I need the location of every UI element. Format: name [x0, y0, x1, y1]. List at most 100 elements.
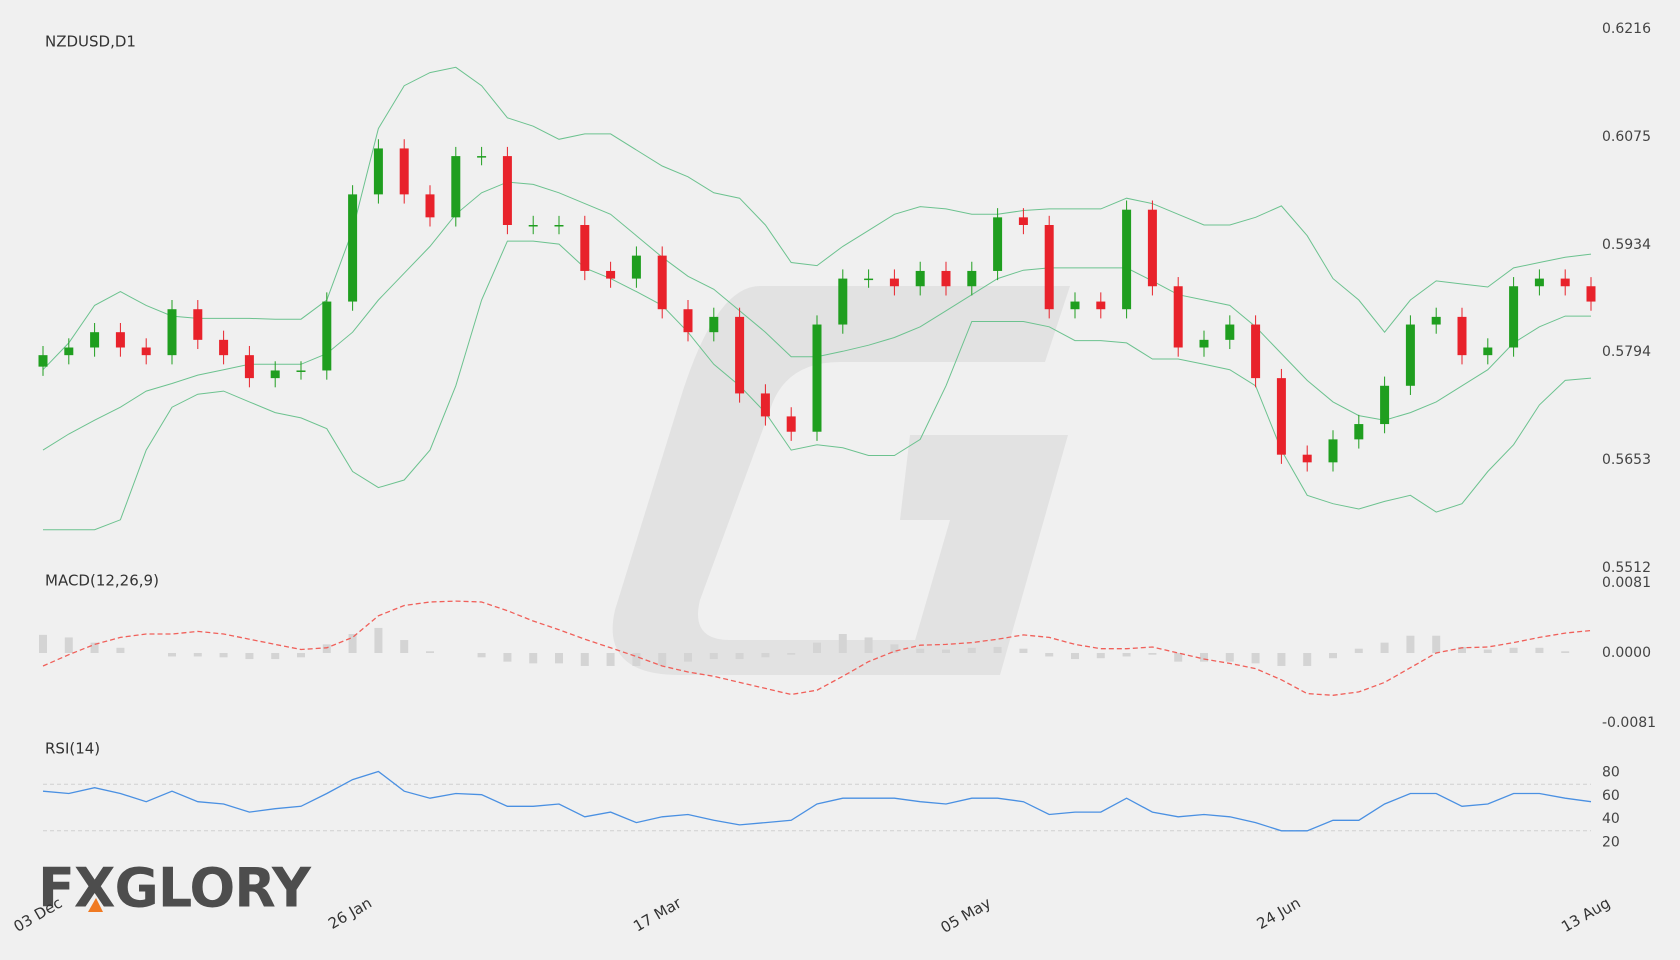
macd-histogram-bar — [1071, 653, 1079, 660]
candle-body — [1147, 209, 1157, 287]
y-tick-label: 0.5794 — [1602, 344, 1651, 360]
macd-signal-line — [42, 600, 1592, 696]
candle-body — [1225, 324, 1235, 340]
candle-body — [709, 316, 719, 333]
candle-body — [1199, 339, 1209, 348]
macd-histogram-bar — [1406, 635, 1415, 653]
macd-histogram-bar — [1045, 653, 1054, 657]
candle-body — [683, 309, 693, 333]
macd-histogram-bar — [1303, 653, 1312, 666]
candle-body — [1044, 225, 1054, 310]
candle-body — [399, 148, 409, 195]
y-tick-label: 40 — [1602, 811, 1620, 827]
macd-histogram-bar — [1329, 653, 1337, 659]
macd-title: MACD(12,26,9) — [45, 572, 159, 590]
macd-histogram-bar — [1277, 653, 1286, 666]
logo-accent — [88, 898, 103, 912]
candle-body — [193, 309, 203, 340]
y-tick-label: 0.5934 — [1602, 237, 1651, 253]
macd-histogram-bar — [606, 653, 615, 666]
macd-histogram-bar — [1096, 653, 1105, 659]
macd-histogram-bar — [400, 640, 409, 653]
macd-histogram-bar — [477, 653, 486, 658]
candle-body — [760, 393, 770, 417]
macd-histogram-bar — [709, 653, 718, 660]
y-tick-label: 0.6216 — [1602, 21, 1651, 37]
candle-body — [1354, 424, 1364, 440]
watermark-shape — [900, 435, 1068, 675]
macd-histogram-bar — [942, 649, 950, 653]
candle-body — [838, 278, 848, 325]
y-tick-label: 60 — [1602, 788, 1620, 804]
candle-body — [786, 416, 796, 432]
price-title: NZDUSD,D1 — [45, 33, 136, 51]
macd-histogram-bar — [64, 637, 73, 653]
candle-body — [967, 270, 977, 287]
candle-body — [735, 316, 745, 394]
macd-histogram-bar — [116, 647, 125, 653]
y-tick-label: 0.0000 — [1602, 645, 1651, 661]
candle-body — [451, 156, 461, 218]
candle-body — [425, 194, 435, 218]
candle-body — [1560, 278, 1570, 287]
macd-histogram-bar — [1200, 653, 1208, 662]
candle-body — [502, 156, 512, 225]
candle-body — [580, 225, 590, 271]
macd-histogram-bar — [1380, 642, 1389, 653]
macd-histogram-bar — [890, 644, 899, 653]
candle-body — [373, 148, 383, 195]
bollinger-band — [42, 66, 1592, 371]
macd-histogram-bar — [219, 653, 228, 658]
macd-histogram-bar — [39, 634, 47, 653]
y-tick-label: 0.0081 — [1602, 575, 1651, 591]
watermark-shape — [612, 286, 1070, 675]
macd-histogram-bar — [168, 653, 176, 657]
macd-histogram-bar — [1225, 653, 1234, 662]
logo: FXGLORY — [38, 857, 312, 920]
candle-body — [1018, 217, 1028, 225]
macd-histogram-bar — [1432, 635, 1441, 653]
macd-histogram-bar — [245, 653, 254, 660]
macd-histogram-bar — [813, 642, 821, 653]
y-tick-label: 80 — [1602, 765, 1620, 781]
macd-histogram-bar — [322, 644, 331, 653]
macd-histogram-bar — [503, 653, 512, 662]
macd-histogram-bar — [426, 651, 434, 653]
macd-histogram-bar — [193, 653, 202, 657]
candle-body — [1380, 385, 1390, 425]
candle-body — [915, 270, 925, 287]
candle-body — [1302, 454, 1312, 463]
y-tick-label: 0.5653 — [1602, 452, 1651, 468]
macd-histogram-bar — [1148, 653, 1157, 655]
rsi-title: RSI(14) — [45, 740, 100, 758]
macd-histogram-bar — [1251, 653, 1260, 664]
macd-histogram-bar — [297, 653, 305, 658]
macd-histogram-bar — [374, 627, 383, 653]
y-tick-label: -0.0081 — [1602, 715, 1656, 731]
candle-body — [322, 301, 332, 371]
candle-body — [115, 332, 125, 348]
candle-body — [38, 355, 48, 367]
candle-body — [1251, 324, 1261, 379]
candle-body — [1096, 301, 1106, 310]
macd-histogram-bar — [838, 633, 847, 653]
candle-body — [244, 355, 254, 379]
rsi-line — [42, 770, 1592, 832]
macd-histogram-bar — [761, 653, 770, 658]
candle-body — [296, 370, 306, 372]
macd-histogram-bar — [1122, 653, 1131, 657]
candle-body — [477, 156, 487, 158]
candle-body — [631, 255, 641, 279]
watermark — [612, 286, 1070, 675]
macd-histogram-bar — [555, 653, 563, 664]
candle-body — [812, 324, 822, 432]
macd-histogram-bar — [967, 647, 976, 653]
candle-body — [90, 332, 100, 348]
candle-body — [1457, 316, 1467, 356]
macd-histogram-bar — [1509, 647, 1518, 653]
candle-body — [167, 309, 177, 356]
candle-body — [1431, 316, 1441, 325]
y-tick-label: 0.5512 — [1602, 560, 1651, 576]
candle-body — [606, 270, 616, 279]
